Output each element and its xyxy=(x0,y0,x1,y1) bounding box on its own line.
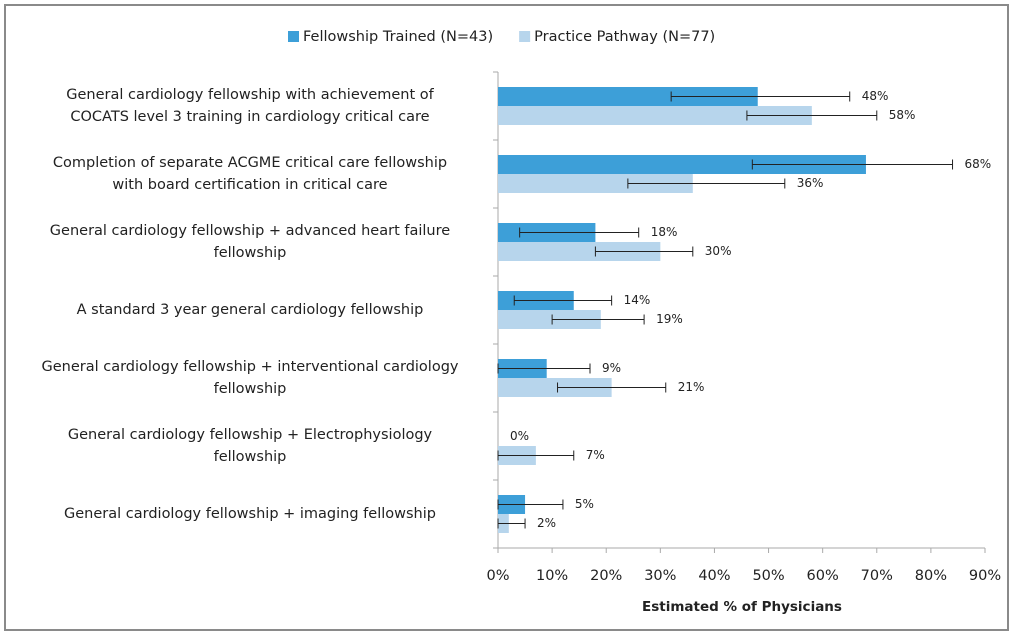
bar xyxy=(498,106,812,125)
value-label: 68% xyxy=(965,157,992,171)
category-label: General cardiology fellowship + Electrop… xyxy=(68,427,433,443)
x-tick-label: 60% xyxy=(807,568,839,584)
x-axis-title: Estimated % of Physicians xyxy=(642,599,842,615)
category-label: Completion of separate ACGME critical ca… xyxy=(53,155,447,171)
category-label: General cardiology fellowship with achie… xyxy=(66,87,434,103)
value-label: 58% xyxy=(889,108,916,122)
x-tick-label: 20% xyxy=(590,568,622,584)
legend-label: Fellowship Trained (N=43) xyxy=(303,29,493,45)
legend-swatch xyxy=(288,31,299,42)
category-label: fellowship xyxy=(214,245,287,261)
bar xyxy=(498,310,601,329)
value-label: 2% xyxy=(537,516,556,530)
bar xyxy=(498,174,693,193)
legend-swatch xyxy=(519,31,531,42)
x-tick-label: 50% xyxy=(752,568,784,584)
category-label: COCATS level 3 training in cardiology cr… xyxy=(70,109,429,125)
x-tick-label: 40% xyxy=(698,568,730,584)
x-tick-label: 30% xyxy=(644,568,676,584)
value-label: 19% xyxy=(656,312,683,326)
value-label: 48% xyxy=(862,89,889,103)
category-label: General cardiology fellowship + interven… xyxy=(41,359,458,375)
value-label: 7% xyxy=(586,448,605,462)
category-label: with board certification in critical car… xyxy=(112,177,387,193)
category-label: fellowship xyxy=(214,381,287,397)
value-label: 9% xyxy=(602,361,621,375)
bar xyxy=(498,155,866,174)
value-label: 14% xyxy=(624,293,651,307)
x-tick-label: 10% xyxy=(536,568,568,584)
x-tick-label: 90% xyxy=(969,568,1001,584)
value-label: 18% xyxy=(651,225,678,239)
bar xyxy=(498,242,661,261)
category-label: General cardiology fellowship + advanced… xyxy=(50,223,450,239)
value-label: 30% xyxy=(705,244,732,258)
value-label: 5% xyxy=(575,497,594,511)
x-tick-label: 0% xyxy=(486,568,509,584)
value-label: 36% xyxy=(797,176,824,190)
category-label: General cardiology fellowship + imaging … xyxy=(64,506,436,522)
category-label: A standard 3 year general cardiology fel… xyxy=(77,302,424,318)
x-tick-label: 80% xyxy=(915,568,947,584)
value-label: 21% xyxy=(678,380,705,394)
x-tick-label: 70% xyxy=(861,568,893,584)
value-label: 0% xyxy=(510,429,529,443)
bar xyxy=(498,378,612,397)
legend-label: Practice Pathway (N=77) xyxy=(534,29,715,45)
bar xyxy=(498,87,758,106)
category-label: fellowship xyxy=(214,449,287,465)
